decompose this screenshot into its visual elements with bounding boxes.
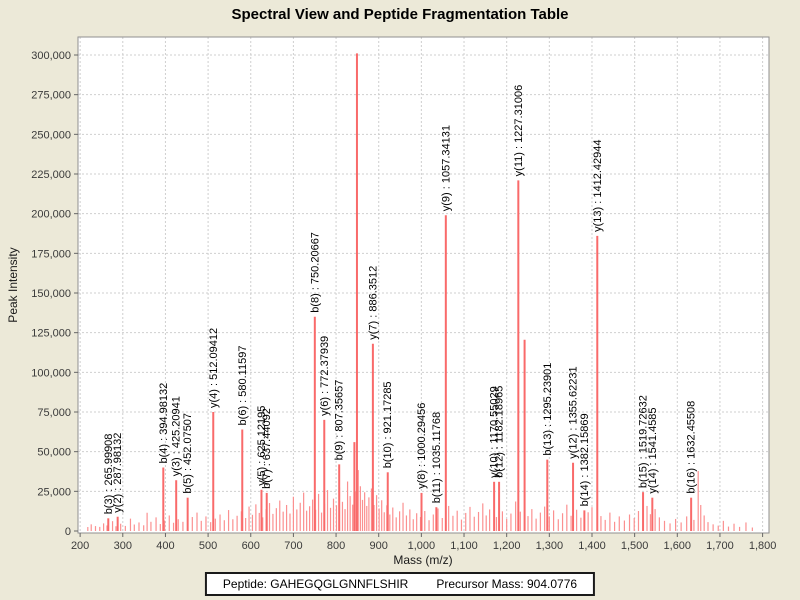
peak-label: b(10) : 921.17285 xyxy=(382,381,394,468)
y-tick-label: 250,000 xyxy=(31,129,71,141)
x-tick-label: 500 xyxy=(199,540,217,552)
y-tick-label: 175,000 xyxy=(31,248,71,260)
peak-label: b(7) : 637.44092 xyxy=(261,408,273,489)
x-tick-label: 1,100 xyxy=(450,540,478,552)
peak-label: b(5) : 452.07507 xyxy=(182,413,194,494)
x-tick-label: 1,400 xyxy=(578,540,606,552)
y-tick-label: 275,000 xyxy=(31,90,71,102)
y-tick-label: 50,000 xyxy=(37,447,71,459)
x-tick-label: 1,000 xyxy=(408,540,436,552)
y-tick-label: 150,000 xyxy=(31,288,71,300)
peak-label: y(4) : 512.09412 xyxy=(208,328,220,408)
x-tick-label: 900 xyxy=(370,540,388,552)
peak-label: y(2) : 287.98132 xyxy=(112,433,124,513)
y-tick-label: 300,000 xyxy=(31,50,71,62)
y-tick-label: 75,000 xyxy=(37,407,71,419)
y-tick-label: 0 xyxy=(65,526,71,538)
peptide-sequence-label: Peptide: GAHEGQGLGNNFLSHIR xyxy=(222,577,409,591)
peak-label: b(3) : 265.99908 xyxy=(103,434,115,515)
peak-label: y(7) : 886.3512 xyxy=(367,266,379,340)
x-tick-label: 200 xyxy=(71,540,89,552)
peak-label: y(10) : 1170.55029 xyxy=(489,386,501,478)
peak-label: y(5) : 625.12195 xyxy=(256,406,268,486)
x-tick-label: 1,600 xyxy=(664,540,692,552)
x-tick-label: 1,500 xyxy=(621,540,649,552)
x-tick-label: 800 xyxy=(327,540,345,552)
peak-label: y(9) : 1057.34131 xyxy=(440,125,452,211)
peak-label: b(14) : 1382.15869 xyxy=(579,413,591,506)
peak-label: y(6) : 772.37939 xyxy=(319,336,331,416)
plot-border xyxy=(77,36,770,534)
peak-label: y(3) : 425.20941 xyxy=(171,396,183,476)
y-tick-label: 100,000 xyxy=(31,367,71,379)
peak-label: y(14) : 1541.4585 xyxy=(647,407,659,493)
x-tick-label: 1,200 xyxy=(493,540,521,552)
plot-background xyxy=(78,37,769,533)
peak-label: b(13) : 1295.23901 xyxy=(542,363,554,456)
x-tick-label: 400 xyxy=(156,540,174,552)
x-tick-label: 600 xyxy=(242,540,260,552)
x-tick-label: 300 xyxy=(114,540,132,552)
x-tick-label: 1,700 xyxy=(706,540,734,552)
peak-label: b(4) : 394.98132 xyxy=(158,383,170,464)
peak-label: y(11) : 1227.31006 xyxy=(513,85,525,177)
y-axis-title: Peak Intensity xyxy=(6,247,20,322)
x-tick-label: 1,300 xyxy=(536,540,564,552)
peak-label: b(9) : 807.35657 xyxy=(334,380,346,461)
y-tick-label: 225,000 xyxy=(31,169,71,181)
x-tick-label: 700 xyxy=(284,540,302,552)
y-tick-label: 25,000 xyxy=(37,486,71,498)
peak-label: y(8) : 1000.29456 xyxy=(416,403,428,489)
peptide-info-box: Peptide: GAHEGQGLGNNFLSHIR Precursor Mass… xyxy=(204,572,596,596)
peak-label: y(12) : 1355.62231 xyxy=(568,366,580,458)
peak-label: b(6) : 580.11597 xyxy=(237,346,249,426)
peak-label: b(11) : 1035.11768 xyxy=(431,412,443,503)
peak-label: b(16) : 1632.45508 xyxy=(686,401,698,494)
peak-label: b(15) : 1519.72632 xyxy=(638,395,650,488)
precursor-mass-label: Precursor Mass: 904.0776 xyxy=(436,577,578,591)
peak-label: b(12) : 1182.18965 xyxy=(494,386,506,478)
peak-label: y(13) : 1412.42944 xyxy=(592,140,604,232)
peak-label: b(8) : 750.20667 xyxy=(309,232,321,313)
page-title: Spectral View and Peptide Fragmentation … xyxy=(231,6,569,23)
y-tick-label: 200,000 xyxy=(31,209,71,221)
y-tick-label: 125,000 xyxy=(31,328,71,340)
x-axis-title: Mass (m/z) xyxy=(393,553,452,567)
x-tick-label: 1,800 xyxy=(749,540,777,552)
